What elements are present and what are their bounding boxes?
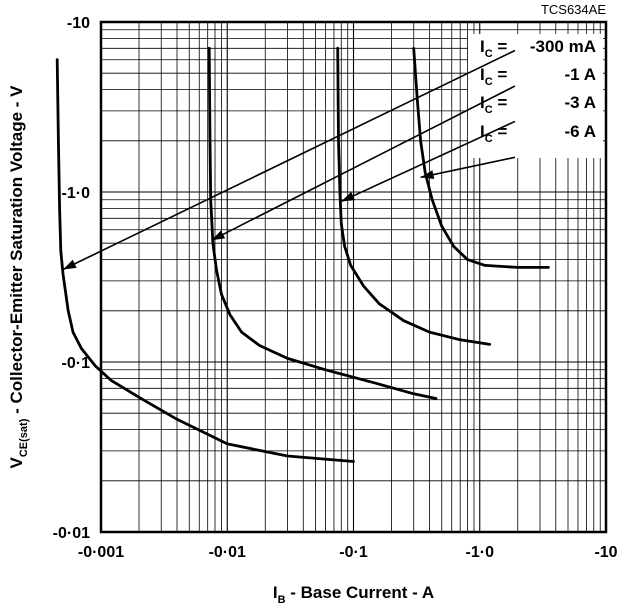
legend-background <box>468 34 603 158</box>
legend-symbol: I <box>480 122 485 141</box>
legend-value: -6 A <box>565 122 597 141</box>
legend-value: -3 A <box>565 93 597 112</box>
legend-equals: = <box>493 65 512 84</box>
series-curve-1 <box>55 58 355 463</box>
x-tick-label: -0·1 <box>339 544 368 561</box>
x-tick-label: -1·0 <box>466 544 495 561</box>
arrows <box>62 49 516 271</box>
y-tick-label: -0·1 <box>62 355 91 372</box>
arrow-head-1 <box>62 259 77 270</box>
y-axis-symbol-subscript: CE(sat) <box>18 418 30 457</box>
x-axis-title-text: - Base Current - A <box>286 583 435 602</box>
legend-value: -300 mA <box>530 37 596 56</box>
legend-value: -1 A <box>565 65 597 84</box>
arrow-line-2 <box>211 85 516 241</box>
arrow-head-2 <box>211 230 226 241</box>
x-tick-label: -0·01 <box>209 544 246 561</box>
legend-symbol: I <box>480 37 485 56</box>
legend-symbol-subscript: C <box>485 104 493 116</box>
legend-equals: = <box>493 122 512 141</box>
y-tick-labels: -10 -1·0 -0·1 -0·01 <box>53 15 90 542</box>
x-tick-labels: -0·001 -0·01 -0·1 -1·0 -10 <box>78 544 618 561</box>
y-axis-title: VCE(sat) - Collector-Emitter Saturation … <box>7 85 30 469</box>
legend-symbol-subscript: C <box>485 76 493 88</box>
y-tick-label: -0·01 <box>53 525 90 542</box>
y-axis-symbol: V <box>7 456 26 468</box>
chart-code: TCS634AE <box>541 2 606 17</box>
legend-symbol-subscript: C <box>485 48 493 60</box>
series-curve-4 <box>412 46 550 269</box>
arrow-head-3 <box>341 191 355 202</box>
y-axis-title-text: - Collector-Emitter Saturation Voltage -… <box>7 85 26 419</box>
x-axis-symbol: I <box>273 583 278 602</box>
legend-equals: = <box>493 37 512 56</box>
series-curve-2 <box>207 46 438 400</box>
y-tick-label: -1·0 <box>62 185 91 202</box>
x-tick-label: -0·001 <box>78 544 124 561</box>
x-tick-label: -10 <box>594 544 617 561</box>
x-axis-symbol-subscript: B <box>278 594 286 606</box>
arrow-line-3 <box>340 120 516 203</box>
legend-equals: = <box>493 93 512 112</box>
legend-symbol: I <box>480 65 485 84</box>
x-axis-title: IB - Base Current - A <box>273 583 434 606</box>
plot-frame <box>99 20 608 534</box>
legend-label-4: IC = -6 A <box>480 122 596 145</box>
grid <box>100 22 606 533</box>
arrow-line-1 <box>62 49 516 271</box>
arrow-head-4 <box>420 170 435 180</box>
arrow-line-4 <box>420 156 516 179</box>
legend-symbol-subscript: C <box>485 133 493 145</box>
curves <box>55 46 550 463</box>
legend-label-2: IC = -1 A <box>480 65 596 88</box>
legend-label-1: IC = -300 mA <box>480 37 596 60</box>
series-curve-3 <box>336 46 492 346</box>
y-tick-label: -10 <box>67 15 90 32</box>
